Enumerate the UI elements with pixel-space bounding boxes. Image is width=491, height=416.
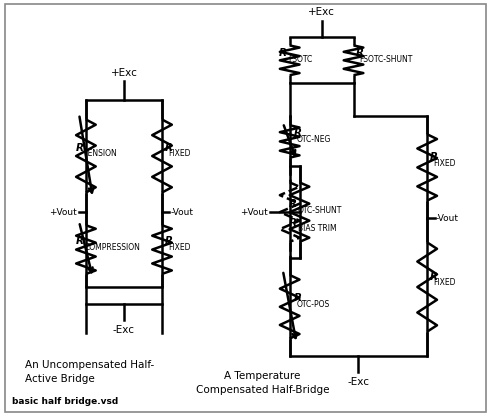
Text: -Exc: -Exc [348, 377, 369, 387]
Text: An Uncompensated Half-
Active Bridge: An Uncompensated Half- Active Bridge [25, 360, 154, 384]
Text: R: R [430, 152, 437, 162]
Text: OTC-NEG: OTC-NEG [297, 135, 331, 144]
Text: BIAS TRIM: BIAS TRIM [298, 224, 337, 233]
Text: +Vout: +Vout [240, 208, 268, 217]
Text: R: R [294, 293, 301, 304]
Text: FIXED: FIXED [433, 278, 456, 287]
Text: -Exc: -Exc [113, 325, 135, 335]
FancyBboxPatch shape [5, 4, 486, 412]
Text: TENSION: TENSION [84, 149, 118, 158]
Text: +Exc: +Exc [308, 7, 335, 17]
Text: R: R [76, 236, 83, 246]
Text: R: R [279, 48, 287, 58]
Text: OTC-SHUNT: OTC-SHUNT [298, 206, 342, 215]
Text: R: R [289, 218, 297, 228]
Text: +Exc: +Exc [110, 68, 137, 78]
Text: R: R [356, 48, 364, 58]
Text: basic half bridge.vsd: basic half bridge.vsd [12, 396, 118, 406]
Text: R: R [164, 236, 172, 246]
Text: R: R [76, 143, 83, 153]
Text: +Vout: +Vout [49, 208, 77, 217]
Text: A Temperature
Compensated Half-Bridge: A Temperature Compensated Half-Bridge [196, 371, 329, 395]
Text: OTC-POS: OTC-POS [297, 300, 330, 309]
Text: -Vout: -Vout [171, 208, 194, 217]
Text: R: R [289, 199, 297, 209]
Text: FIXED: FIXED [168, 243, 191, 252]
Text: FSOTC: FSOTC [288, 54, 312, 64]
Text: FIXED: FIXED [168, 149, 191, 158]
Text: R: R [430, 272, 437, 282]
Text: FSOTC-SHUNT: FSOTC-SHUNT [359, 54, 413, 64]
Text: R: R [294, 128, 301, 138]
Text: -Vout: -Vout [436, 214, 459, 223]
Text: R: R [164, 143, 172, 153]
Text: FIXED: FIXED [433, 159, 456, 168]
Text: COMPRESSION: COMPRESSION [84, 243, 140, 252]
